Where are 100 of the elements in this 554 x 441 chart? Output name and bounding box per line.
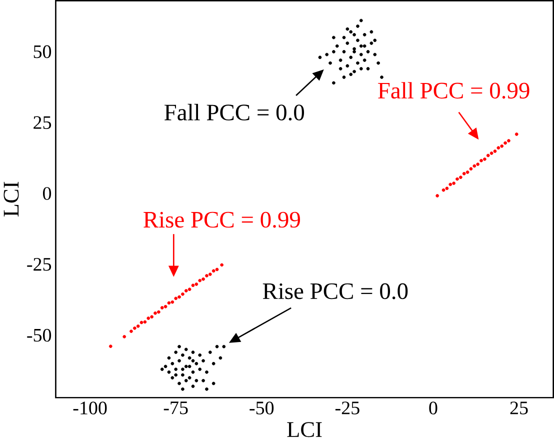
x-tick-label: -100 <box>73 402 107 414</box>
point <box>154 312 157 315</box>
y-tick-label: 0 <box>42 187 52 200</box>
point <box>178 295 181 299</box>
point <box>480 158 483 162</box>
point <box>174 350 178 354</box>
point <box>212 269 216 273</box>
point <box>452 182 456 186</box>
point <box>198 278 202 282</box>
point <box>458 176 462 180</box>
point <box>359 67 363 70</box>
point <box>500 144 504 148</box>
point <box>178 382 181 386</box>
point <box>184 348 188 352</box>
point <box>483 158 486 161</box>
point <box>380 76 384 79</box>
point <box>486 154 490 158</box>
point <box>325 52 329 56</box>
point <box>466 170 470 174</box>
point <box>342 76 346 79</box>
point <box>194 362 198 366</box>
point <box>342 36 346 40</box>
point <box>469 167 473 171</box>
point <box>191 370 195 374</box>
point <box>212 382 216 386</box>
annotation: Rise PCC = 0.99 <box>144 212 300 228</box>
point <box>208 350 212 354</box>
point <box>366 67 370 70</box>
point <box>174 296 178 300</box>
point <box>194 379 198 382</box>
x-tick-label: 25 <box>510 402 528 414</box>
point <box>181 354 184 357</box>
point <box>362 58 366 62</box>
point <box>493 150 497 153</box>
point <box>205 274 208 278</box>
point <box>178 345 181 348</box>
point <box>462 172 466 176</box>
point <box>373 38 377 42</box>
point <box>507 139 510 142</box>
point <box>194 282 198 286</box>
point <box>184 379 188 382</box>
point <box>349 72 353 76</box>
point <box>335 44 339 48</box>
x-axis-title: LCI <box>287 422 322 438</box>
point <box>191 350 195 354</box>
point <box>178 359 181 363</box>
annotation: Fall PCC = 0.0 <box>164 104 304 121</box>
point <box>122 335 126 338</box>
point <box>476 162 480 166</box>
point <box>191 384 195 388</box>
annotation: Rise PCC = 0.0 <box>262 283 408 300</box>
point <box>352 70 356 74</box>
point <box>174 368 178 372</box>
point <box>356 38 360 42</box>
point <box>352 33 356 36</box>
point <box>220 263 224 267</box>
point <box>359 18 363 22</box>
point <box>356 24 360 28</box>
point <box>215 345 219 348</box>
point <box>198 354 202 357</box>
point <box>356 61 360 65</box>
point <box>174 373 178 377</box>
point <box>202 278 205 281</box>
x-tick-label: -25 <box>335 402 360 414</box>
point <box>346 64 350 68</box>
y-axis-title: LCI <box>4 182 19 217</box>
point <box>108 344 112 348</box>
point <box>143 320 147 324</box>
point <box>456 177 459 181</box>
point <box>362 44 366 48</box>
point <box>170 362 174 366</box>
point <box>332 50 336 54</box>
point <box>215 268 219 272</box>
x-tick-label: -75 <box>164 402 188 414</box>
point <box>212 362 216 366</box>
point <box>332 36 336 40</box>
y-tick-label: 25 <box>34 116 52 130</box>
point <box>184 289 188 292</box>
y-tick-label: -50 <box>27 328 52 342</box>
point <box>328 61 332 65</box>
point <box>167 370 171 374</box>
point <box>318 56 322 60</box>
point <box>496 146 500 150</box>
point <box>191 284 195 288</box>
point <box>170 300 174 304</box>
point <box>202 379 205 382</box>
point <box>208 272 212 276</box>
point <box>181 292 184 296</box>
point <box>167 301 171 305</box>
point <box>370 42 374 45</box>
y-tick-label: -25 <box>27 258 52 271</box>
point <box>164 364 168 368</box>
point <box>342 50 346 54</box>
point <box>222 345 226 348</box>
point <box>359 52 363 56</box>
point <box>198 368 202 372</box>
point <box>181 368 184 372</box>
annotation: Fall PCC = 0.99 <box>378 82 530 99</box>
point <box>136 324 140 328</box>
point <box>132 326 136 330</box>
